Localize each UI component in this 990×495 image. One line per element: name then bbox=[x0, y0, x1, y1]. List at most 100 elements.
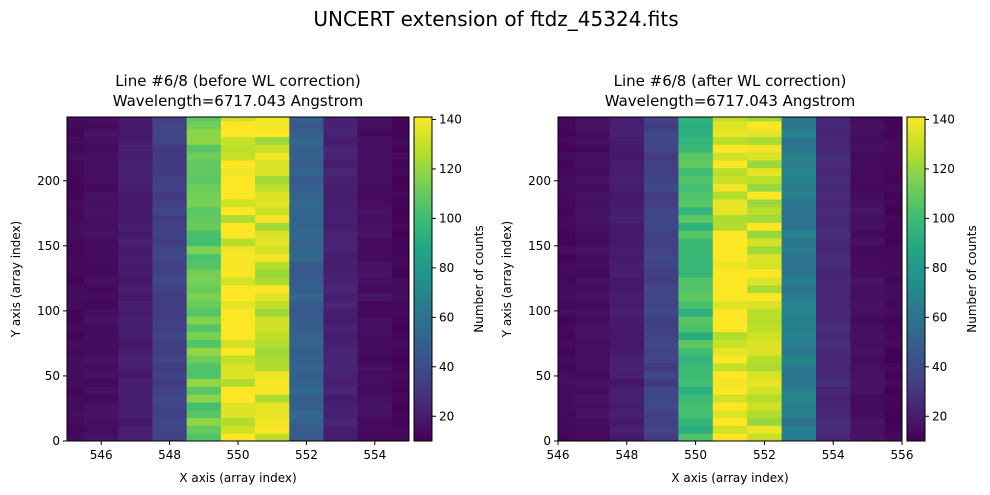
heatmap-cell bbox=[678, 300, 714, 309]
heatmap-cell bbox=[747, 378, 783, 387]
heatmap-cell bbox=[152, 198, 188, 208]
heatmap-cell bbox=[816, 222, 851, 231]
y-tick-label: 100 bbox=[528, 304, 551, 318]
heatmap-cell bbox=[84, 323, 119, 333]
heatmap-cell bbox=[884, 339, 902, 348]
heatmap-cell bbox=[255, 409, 290, 419]
heatmap-cell bbox=[357, 159, 393, 169]
heatmap-cell bbox=[884, 253, 902, 262]
heatmap-cell bbox=[884, 331, 902, 341]
heatmap-cell bbox=[84, 331, 119, 341]
heatmap-cell bbox=[255, 269, 290, 278]
heatmap-cell bbox=[255, 261, 290, 270]
heatmap-cell bbox=[391, 409, 409, 419]
heatmap-cell bbox=[152, 230, 188, 239]
heatmap-cell bbox=[118, 316, 153, 325]
heatmap-cell bbox=[575, 292, 611, 301]
heatmap-cell bbox=[781, 347, 817, 356]
heatmap-cell bbox=[220, 253, 256, 262]
heatmap-cell bbox=[884, 136, 902, 145]
heatmap-cell bbox=[678, 292, 714, 301]
heatmap-cell bbox=[67, 261, 85, 270]
heatmap-cell bbox=[850, 206, 886, 216]
heatmap-cell bbox=[850, 159, 886, 169]
heatmap-cell bbox=[255, 214, 290, 223]
heatmap-cell bbox=[609, 222, 645, 231]
heatmap-cell bbox=[255, 284, 290, 294]
heatmap-cell bbox=[84, 175, 119, 184]
heatmap-cell bbox=[391, 401, 409, 411]
heatmap-cell bbox=[558, 191, 576, 200]
heatmap-cell bbox=[816, 347, 851, 356]
heatmap-cell bbox=[575, 433, 611, 441]
heatmap-cell bbox=[609, 386, 645, 395]
heatmap-cell bbox=[67, 159, 85, 169]
heatmap-cell bbox=[850, 128, 886, 138]
heatmap-cell bbox=[678, 269, 714, 278]
heatmap-cell bbox=[357, 253, 393, 262]
heatmap-cell bbox=[255, 347, 290, 356]
heatmap-cell bbox=[323, 245, 359, 255]
heatmap-cell bbox=[781, 230, 817, 239]
heatmap-cell bbox=[575, 136, 611, 145]
heatmap-cell bbox=[884, 316, 902, 325]
heatmap-cell bbox=[152, 394, 188, 403]
heatmap-cell bbox=[323, 401, 359, 411]
heatmap-cell bbox=[850, 292, 886, 301]
heatmap-cell bbox=[644, 245, 679, 255]
heatmap-cell bbox=[816, 198, 851, 208]
heatmap-cell bbox=[391, 128, 409, 138]
heatmap-cell bbox=[67, 175, 85, 184]
heatmap-cell bbox=[186, 386, 222, 395]
heatmap-cell bbox=[84, 167, 119, 177]
heatmap-cell bbox=[323, 316, 359, 325]
heatmap-cell bbox=[84, 355, 119, 364]
colorbar-tick-label: 40 bbox=[439, 360, 454, 374]
heatmap-cell bbox=[747, 175, 783, 184]
heatmap-cell bbox=[67, 401, 85, 411]
heatmap-cell bbox=[220, 206, 256, 216]
heatmap-cell bbox=[558, 292, 576, 301]
heatmap-cell bbox=[118, 417, 153, 426]
heatmap-cell bbox=[84, 230, 119, 239]
heatmap-cell bbox=[884, 433, 902, 441]
heatmap-cell bbox=[289, 136, 324, 145]
heatmap-cell bbox=[884, 300, 902, 309]
heatmap-cell bbox=[186, 339, 222, 348]
heatmap-cell bbox=[781, 238, 817, 247]
heatmap-cell bbox=[67, 136, 85, 145]
heatmap-cell bbox=[678, 238, 714, 247]
heatmap-cell bbox=[816, 245, 851, 255]
heatmap-cell bbox=[323, 238, 359, 247]
heatmap-cell bbox=[712, 417, 748, 426]
heatmap-cell bbox=[712, 316, 748, 325]
heatmap-cell bbox=[220, 167, 256, 177]
heatmap-cell bbox=[712, 386, 748, 395]
heatmap-cell bbox=[781, 120, 817, 130]
heatmap-column bbox=[558, 117, 576, 441]
heatmap-cell bbox=[884, 370, 902, 380]
heatmap-cell bbox=[391, 214, 409, 223]
heatmap-cell bbox=[575, 120, 611, 130]
heatmap-cell bbox=[67, 214, 85, 223]
heatmap-cell bbox=[357, 277, 393, 286]
heatmap-cell bbox=[357, 144, 393, 153]
heatmap-cell bbox=[186, 167, 222, 177]
heatmap-cell bbox=[84, 191, 119, 200]
heatmap-cell bbox=[644, 401, 679, 411]
heatmap-cell bbox=[850, 230, 886, 239]
heatmap-cell bbox=[67, 167, 85, 177]
heatmap-cell bbox=[357, 198, 393, 208]
heatmap-cell bbox=[323, 128, 359, 138]
heatmap-cell bbox=[747, 206, 783, 216]
heatmap-cell bbox=[850, 191, 886, 200]
heatmap-cell bbox=[558, 409, 576, 419]
heatmap-cell bbox=[391, 159, 409, 169]
heatmap-column bbox=[255, 117, 290, 441]
heatmap-cell bbox=[118, 355, 153, 364]
heatmap-cell bbox=[816, 261, 851, 270]
heatmap-cell bbox=[67, 362, 85, 372]
heatmap-column bbox=[289, 117, 324, 441]
heatmap-cell bbox=[816, 316, 851, 325]
heatmap-cell bbox=[220, 222, 256, 231]
